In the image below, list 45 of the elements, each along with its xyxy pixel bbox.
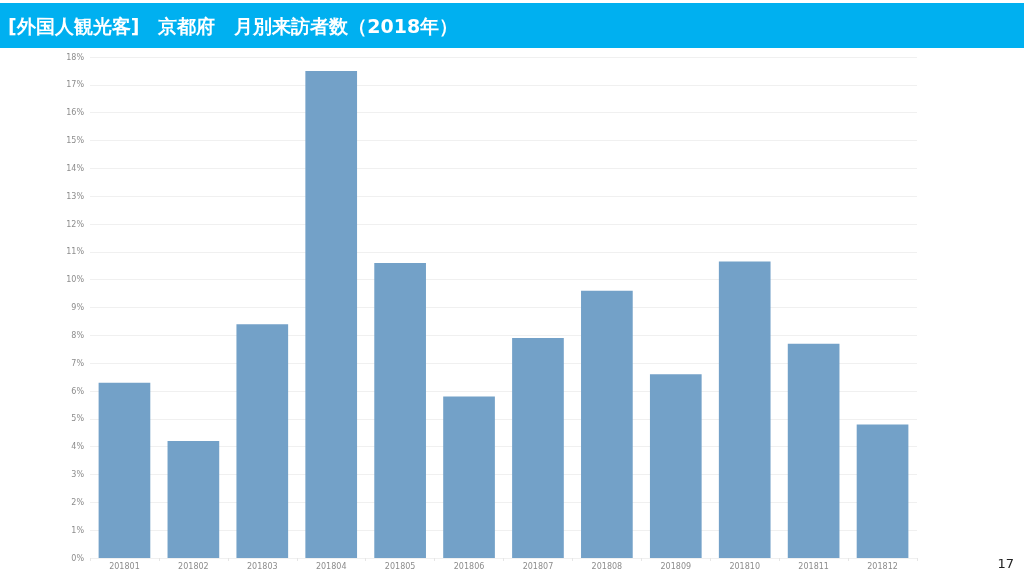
bar (443, 396, 495, 558)
y-tick-label: 16% (66, 108, 85, 118)
x-tick-label: 201811 (798, 561, 829, 571)
x-tick-label: 201809 (660, 561, 692, 571)
y-tick-label: 6% (71, 386, 85, 396)
x-tick-label: 201806 (453, 561, 485, 571)
y-tick-label: 8% (71, 330, 85, 340)
y-tick-label: 3% (71, 470, 85, 479)
y-tick-label: 0% (71, 553, 85, 563)
x-tick-label: 201804 (315, 561, 347, 571)
x-tick-label: 201808 (591, 561, 623, 571)
y-tick-label: 13% (66, 191, 85, 201)
x-tick-label: 201807 (522, 561, 554, 571)
bar (581, 290, 633, 558)
x-tick-label: 201805 (384, 561, 416, 571)
x-tick-label: 201812 (867, 561, 898, 571)
x-tick-label: 201801 (109, 561, 140, 571)
text: 17 (997, 556, 1014, 571)
y-tick-label: 12% (66, 219, 85, 229)
bar (98, 382, 151, 558)
x-tick-label: 201810 (729, 561, 760, 571)
x-tick-label: 201802 (178, 561, 209, 571)
bar (167, 441, 220, 558)
y-tick-label: 7% (71, 358, 85, 368)
y-tick-label: 15% (66, 136, 85, 145)
bar (718, 261, 771, 558)
bar (305, 70, 358, 558)
y-tick-label: 2% (71, 497, 85, 507)
bar (856, 424, 909, 558)
bar (649, 374, 702, 558)
y-tick-label: 11% (66, 247, 85, 257)
y-tick-label: 18% (66, 52, 85, 62)
x-tick-label: 201803 (247, 561, 278, 571)
bar (512, 338, 564, 558)
y-tick-label: 4% (71, 442, 85, 452)
y-tick-label: 9% (71, 303, 85, 312)
y-tick-label: 10% (66, 275, 85, 285)
chart-title: [外国人観光客] 京都府 月別来訪者数（2018年） (8, 15, 459, 37)
y-tick-label: 5% (71, 414, 85, 424)
y-tick-label: 1% (71, 525, 85, 535)
y-tick-label: 17% (66, 80, 85, 90)
y-tick-label: 14% (66, 163, 85, 173)
bar (787, 343, 840, 558)
bar (236, 324, 289, 558)
bar (374, 262, 426, 558)
